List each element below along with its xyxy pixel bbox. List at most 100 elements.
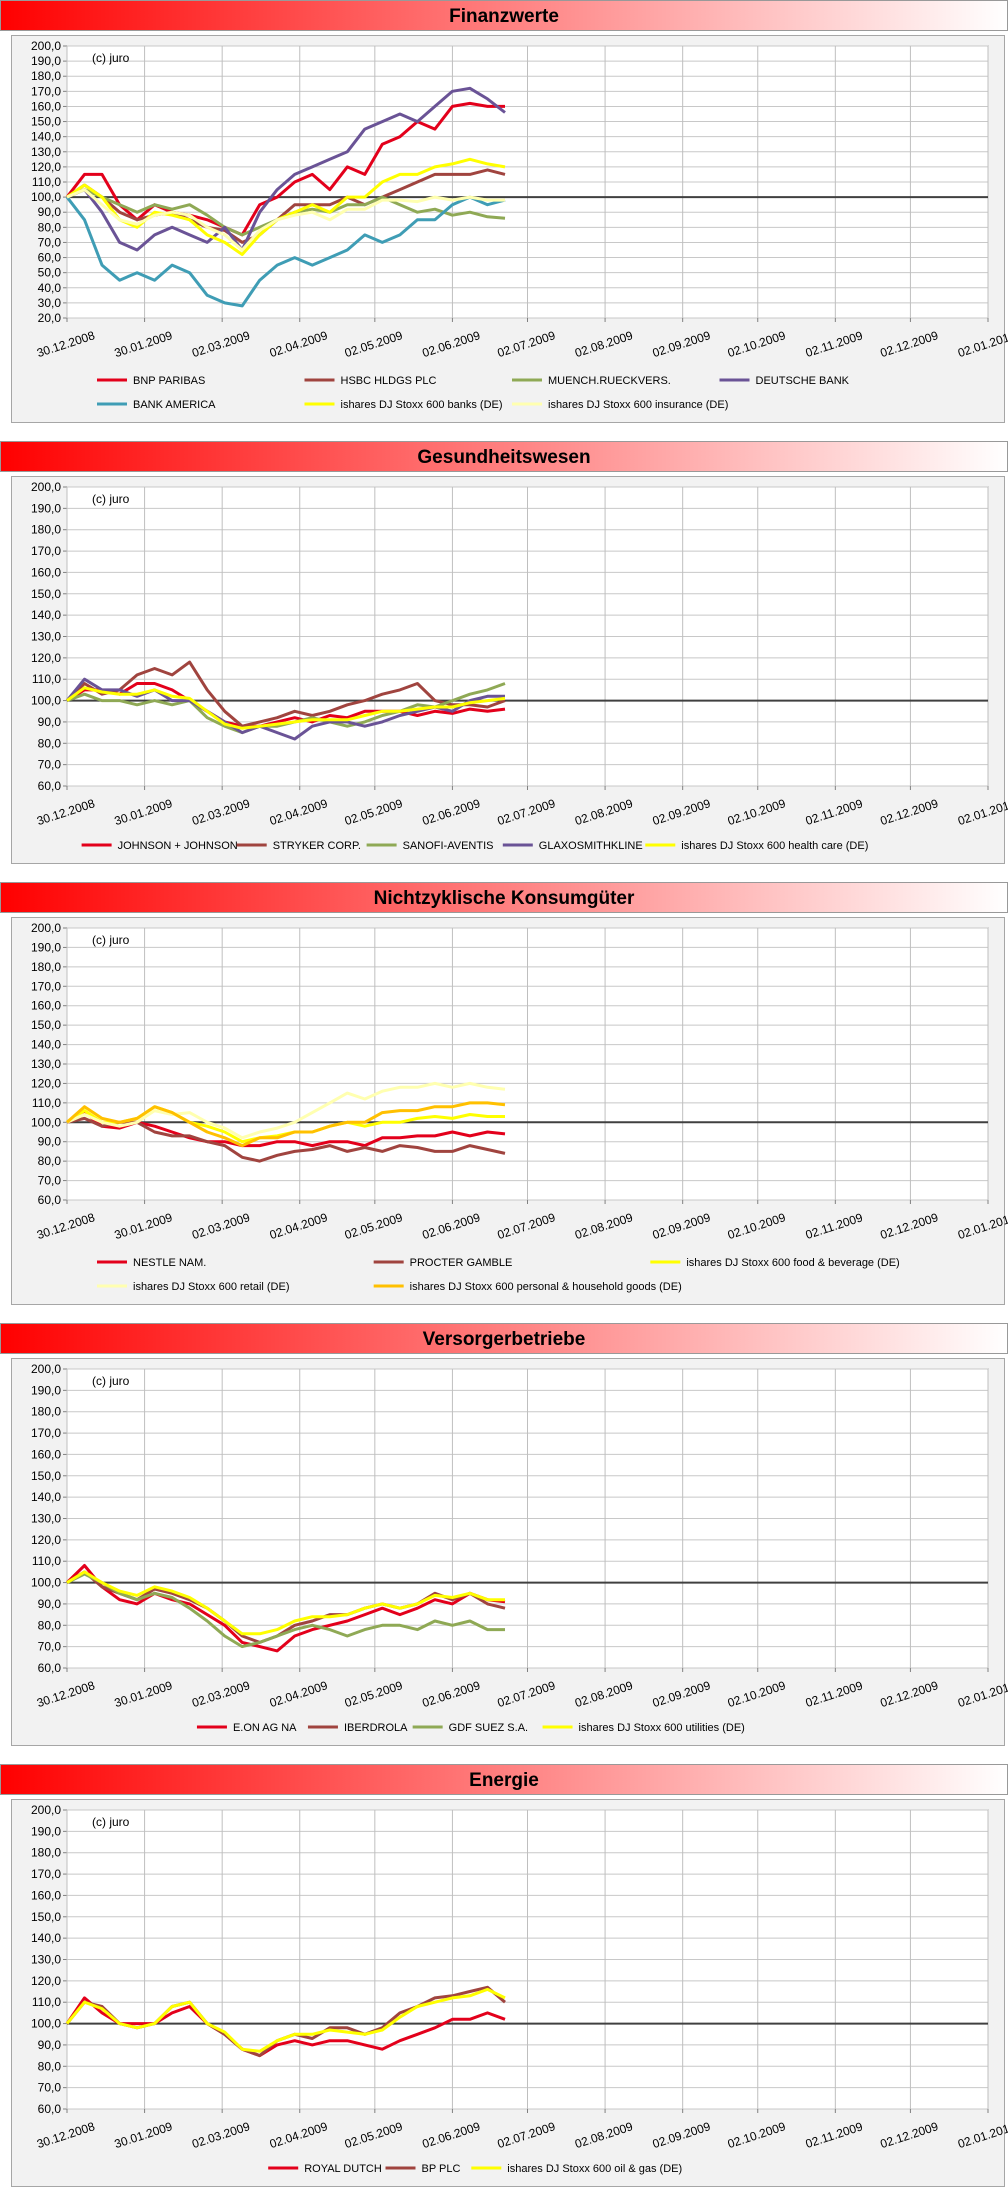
y-tick-label: 80,0 (38, 736, 62, 750)
y-tick-label: 140,0 (31, 608, 61, 622)
y-tick-label: 200,0 (31, 480, 61, 494)
y-tick-label: 160,0 (31, 1447, 61, 1461)
y-tick-label: 90,0 (38, 1597, 62, 1611)
y-tick-label: 120,0 (31, 651, 61, 665)
y-tick-label: 120,0 (31, 1974, 61, 1988)
chart-section: Nichtzyklische Konsumgüter60,070,080,090… (1, 883, 1008, 1305)
y-tick-label: 100,0 (31, 1115, 61, 1129)
y-tick-label: 200,0 (31, 39, 61, 53)
chart-section: Finanzwerte 20,030,040,050,060,0 70,080,09… (1, 1, 1008, 423)
chart-title: Finanzwerte (449, 6, 559, 27)
chart-title: Energie (469, 1770, 539, 1791)
chart-section: Versorgerbetriebe60,070,080,090,0100,011… (1, 1324, 1008, 1746)
legend-label: ishares DJ Stoxx 600 oil & gas (DE) (507, 2163, 682, 2175)
chart-section: Energie60,070,080,090,0100,0110,0120,013… (1, 1765, 1008, 2187)
y-tick-label: 160,0 (31, 565, 61, 579)
y-tick-label: 100,0 (31, 190, 61, 204)
legend-label: STRYKER CORP. (273, 840, 361, 852)
y-tick-label: 150,0 (31, 587, 61, 601)
y-tick-label: 40,0 (38, 281, 62, 295)
legend-label: HSBC HLDGS PLC (341, 375, 437, 387)
chart-title: Gesundheitswesen (417, 447, 590, 468)
y-tick-label: 140,0 (31, 130, 61, 144)
legend-label: DEUTSCHE BANK (756, 375, 850, 387)
y-tick-label: 170,0 (31, 544, 61, 558)
annotation: (c) juro (92, 492, 130, 506)
y-tick-label: 100,0 (31, 2017, 61, 2031)
legend-label: PROCTER GAMBLE (410, 1257, 513, 1269)
legend-label: ishares DJ Stoxx 600 personal & househol… (410, 1281, 682, 1293)
y-tick-label: 70,0 (38, 2081, 62, 2095)
y-tick-label: 160,0 (31, 99, 61, 113)
y-tick-label: 200,0 (31, 1803, 61, 1817)
legend-label: ishares DJ Stoxx 600 food & beverage (DE… (686, 1257, 899, 1269)
y-tick-label: 130,0 (31, 145, 61, 159)
y-tick-label: 190,0 (31, 501, 61, 515)
legend-label: ROYAL DUTCH (304, 2163, 382, 2175)
y-tick-label: 120,0 (31, 1076, 61, 1090)
y-tick-label: 50,0 (38, 266, 62, 280)
y-tick-label: 200,0 (31, 921, 61, 935)
y-tick-label: 100,0 (31, 1576, 61, 1590)
y-tick-label: 70,0 (38, 1174, 62, 1188)
y-tick-label: 120,0 (31, 160, 61, 174)
legend-label: BNP PARIBAS (133, 375, 205, 387)
y-tick-label: 170,0 (31, 979, 61, 993)
y-tick-label: 180,0 (31, 1846, 61, 1860)
y-tick-label: 170,0 (31, 1867, 61, 1881)
y-tick-label: 160,0 (31, 1888, 61, 1902)
y-tick-label: 190,0 (31, 1383, 61, 1397)
y-tick-label: 150,0 (31, 115, 61, 129)
y-tick-label: 80,0 (38, 220, 62, 234)
y-tick-label: 60,0 (38, 1193, 62, 1207)
y-tick-label: 180,0 (31, 1405, 61, 1419)
y-tick-label: 60,0 (38, 251, 62, 265)
y-tick-label: 180,0 (31, 69, 61, 83)
y-tick-label: 130,0 (31, 1057, 61, 1071)
annotation: (c) juro (92, 1374, 130, 1388)
y-tick-label: 190,0 (31, 54, 61, 68)
chart-title: Versorgerbetriebe (423, 1329, 586, 1350)
y-tick-label: 130,0 (31, 1512, 61, 1526)
legend-label: BANK AMERICA (133, 399, 216, 411)
y-tick-label: 90,0 (38, 1135, 62, 1149)
legend-label: ishares DJ Stoxx 600 health care (DE) (681, 840, 868, 852)
legend-label: ishares DJ Stoxx 600 utilities (DE) (579, 1722, 745, 1734)
y-tick-label: 60,0 (38, 2102, 62, 2116)
y-tick-label: 110,0 (32, 175, 61, 189)
annotation: (c) juro (92, 1815, 130, 1829)
y-tick-label: 110,0 (32, 1995, 61, 2009)
y-tick-label: 190,0 (31, 1824, 61, 1838)
y-tick-label: 180,0 (31, 960, 61, 974)
chart-section: Gesundheitswesen60,070,080,090,0100,0110… (1, 442, 1008, 864)
y-tick-label: 70,0 (38, 758, 62, 772)
legend-label: IBERDROLA (344, 1722, 408, 1734)
y-tick-label: 80,0 (38, 1154, 62, 1168)
y-tick-label: 130,0 (31, 1953, 61, 1967)
y-tick-label: 140,0 (31, 1490, 61, 1504)
legend-label: GDF SUEZ S.A. (449, 1722, 528, 1734)
y-tick-label: 20,0 (38, 311, 62, 325)
legend-label: ishares DJ Stoxx 600 banks (DE) (341, 399, 503, 411)
y-tick-label: 70,0 (38, 235, 62, 249)
y-tick-label: 120,0 (31, 1533, 61, 1547)
y-tick-label: 60,0 (38, 779, 62, 793)
y-tick-label: 90,0 (38, 205, 62, 219)
y-tick-label: 190,0 (31, 940, 61, 954)
y-tick-label: 30,0 (38, 296, 62, 310)
y-tick-label: 170,0 (31, 1426, 61, 1440)
legend-label: JOHNSON + JOHNSON (118, 840, 238, 852)
y-tick-label: 140,0 (31, 1038, 61, 1052)
y-tick-label: 110,0 (32, 672, 61, 686)
legend-label: ishares DJ Stoxx 600 insurance (DE) (548, 399, 728, 411)
y-tick-label: 150,0 (31, 1469, 61, 1483)
y-tick-label: 90,0 (38, 2038, 62, 2052)
y-tick-label: 140,0 (31, 1931, 61, 1945)
y-tick-label: 80,0 (38, 1618, 62, 1632)
y-tick-label: 150,0 (31, 1910, 61, 1924)
legend-label: ishares DJ Stoxx 600 retail (DE) (133, 1281, 290, 1293)
y-tick-label: 110,0 (32, 1554, 61, 1568)
